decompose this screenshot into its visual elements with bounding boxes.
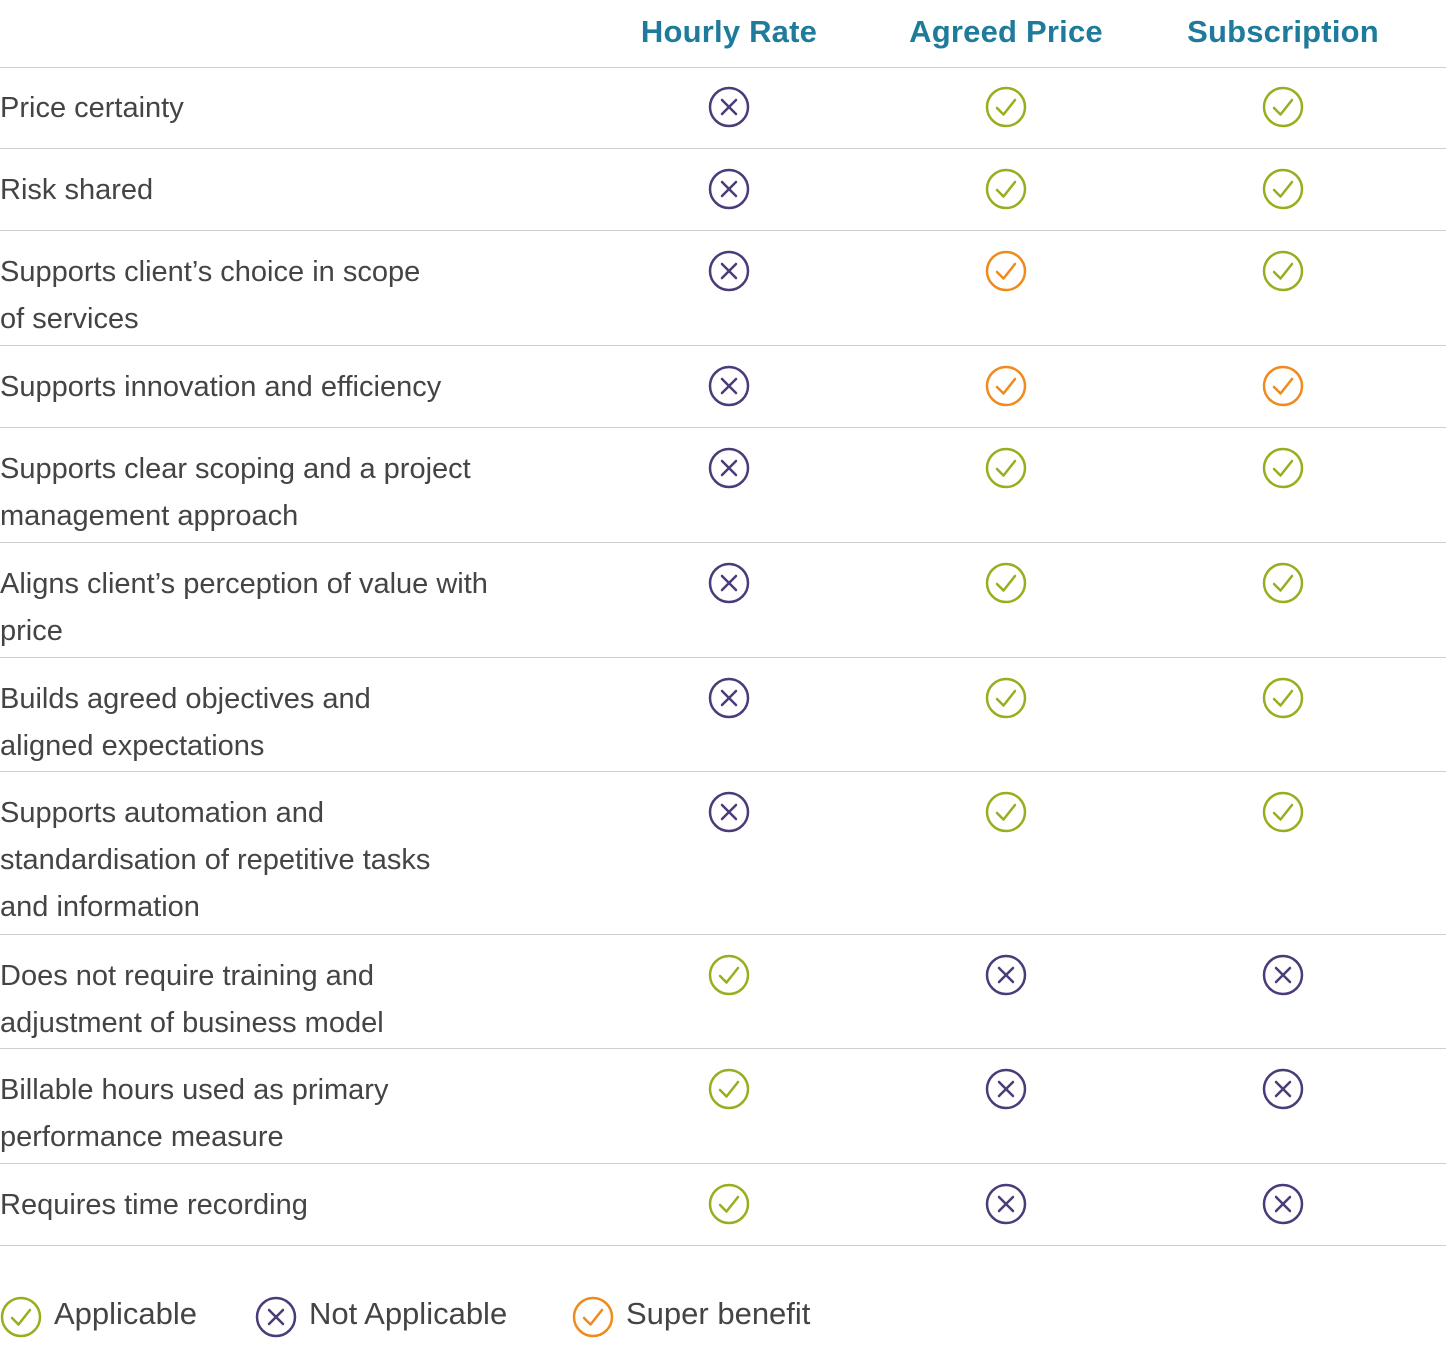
x-circle-icon <box>985 1068 1027 1110</box>
check-circle-icon <box>572 1296 614 1338</box>
table-header: Hourly Rate Agreed Price Subscription <box>0 0 1446 68</box>
check-circle-icon <box>985 168 1027 210</box>
x-circle-icon <box>708 365 750 407</box>
x-circle-icon <box>1262 954 1304 996</box>
legend-label: Not Applicable <box>309 1296 508 1331</box>
check-circle-icon <box>708 1183 750 1225</box>
x-circle-icon <box>985 954 1027 996</box>
check-circle-icon <box>1262 86 1304 128</box>
row-label: Risk shared <box>0 174 154 206</box>
row-label: Supports automation and standardisation o… <box>0 797 431 923</box>
x-circle-icon <box>255 1296 297 1338</box>
check-circle-icon <box>985 677 1027 719</box>
column-header-subscription: Subscription <box>1187 14 1379 49</box>
x-circle-icon <box>708 86 750 128</box>
table-row: Builds agreed objectives and aligned expe… <box>0 658 1446 772</box>
table-row: Supports clear scoping and a project mana… <box>0 428 1446 543</box>
row-label: Price certainty <box>0 92 184 124</box>
row-label: Billable hours used as primary performanc… <box>0 1074 389 1153</box>
check-circle-icon <box>985 562 1027 604</box>
table-row: Aligns client’s perception of value with… <box>0 543 1446 658</box>
check-circle-icon <box>985 250 1027 292</box>
check-circle-icon <box>985 365 1027 407</box>
check-circle-icon <box>0 1296 42 1338</box>
check-circle-icon <box>985 791 1027 833</box>
table-row: Does not require training and adjustment … <box>0 935 1446 1049</box>
table-row: Risk shared <box>0 149 1446 231</box>
x-circle-icon <box>708 677 750 719</box>
check-circle-icon <box>1262 562 1304 604</box>
x-circle-icon <box>708 562 750 604</box>
check-circle-icon <box>1262 791 1304 833</box>
check-circle-icon <box>1262 168 1304 210</box>
x-circle-icon <box>708 168 750 210</box>
row-label: Requires time recording <box>0 1189 308 1221</box>
row-label: Builds agreed objectives and aligned expe… <box>0 683 371 762</box>
row-label: Supports clear scoping and a project mana… <box>0 453 471 532</box>
x-circle-icon <box>1262 1183 1304 1225</box>
column-header-agreed-price: Agreed Price <box>909 14 1103 49</box>
x-circle-icon <box>708 447 750 489</box>
check-circle-icon <box>708 954 750 996</box>
table-row: Price certainty <box>0 67 1446 149</box>
row-label: Supports client’s choice in scope of serv… <box>0 256 421 335</box>
check-circle-icon <box>985 86 1027 128</box>
table-row: Requires time recording <box>0 1164 1446 1246</box>
x-circle-icon <box>708 250 750 292</box>
table-row: Billable hours used as primary performanc… <box>0 1049 1446 1164</box>
x-circle-icon <box>1262 1068 1304 1110</box>
table-row: Supports automation and standardisation o… <box>0 772 1446 935</box>
legend-label: Applicable <box>54 1296 198 1331</box>
check-circle-icon <box>985 447 1027 489</box>
legend: Applicable Not Applicable Super benefit <box>0 1294 1446 1340</box>
row-label: Aligns client’s perception of value with… <box>0 568 488 647</box>
check-circle-icon <box>708 1068 750 1110</box>
table-row: Supports innovation and efficiency <box>0 346 1446 428</box>
check-circle-icon <box>1262 250 1304 292</box>
check-circle-icon <box>1262 677 1304 719</box>
row-label: Supports innovation and efficiency <box>0 371 442 403</box>
column-header-hourly-rate: Hourly Rate <box>640 14 818 49</box>
row-label: Does not require training and adjustment … <box>0 960 384 1039</box>
legend-label: Super benefit <box>626 1296 811 1331</box>
check-circle-icon <box>1262 365 1304 407</box>
x-circle-icon <box>985 1183 1027 1225</box>
table-row: Supports client’s choice in scope of serv… <box>0 231 1446 346</box>
check-circle-icon <box>1262 447 1304 489</box>
x-circle-icon <box>708 791 750 833</box>
